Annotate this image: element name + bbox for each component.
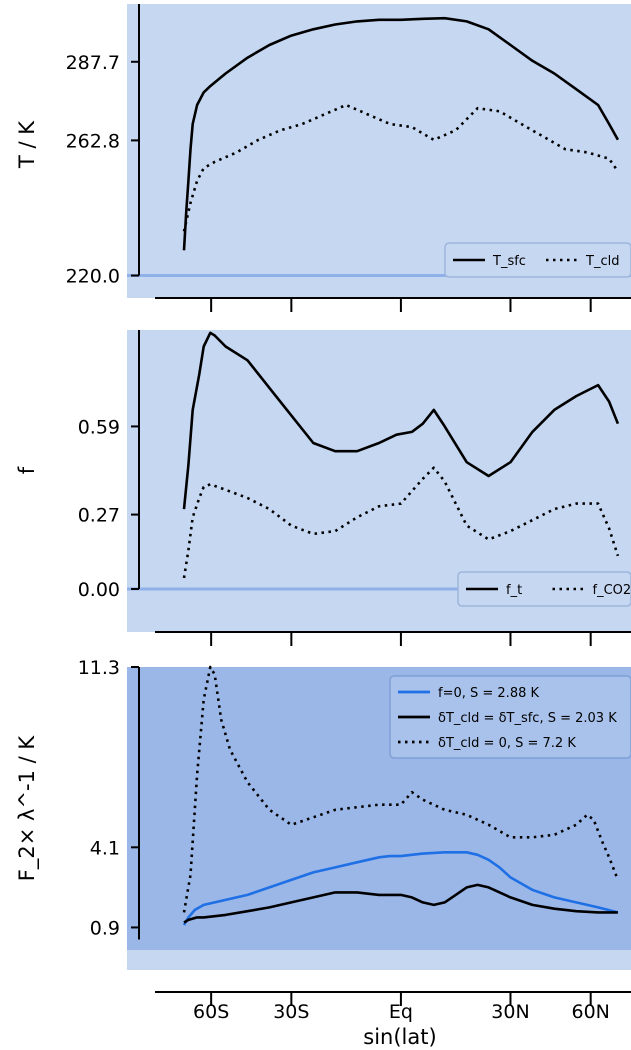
x-axis-label: sin(lat) — [363, 1025, 436, 1049]
x-tick-label: 30S — [273, 1001, 309, 1023]
legend-box — [389, 675, 631, 759]
series-line-3 — [182, 665, 620, 913]
legend-label: f_t — [506, 583, 522, 598]
y-tick-label: 11.3 — [78, 657, 120, 679]
legend-label: δT_cld = 0, S = 7.2 K — [438, 736, 576, 751]
series-line-1 — [182, 16, 620, 251]
legend-label: T_sfc — [492, 254, 526, 269]
y-tick-label: 262.8 — [66, 130, 120, 152]
series-line-1 — [182, 850, 619, 926]
legend-label: T_cld — [585, 254, 619, 269]
panel-3: 0.9 4.1 11.3 F_2× λ^-1 / K f=0, S = 2.88 K δT… — [15, 657, 631, 1006]
series-line-2 — [183, 883, 618, 924]
y-tick-label: 0.59 — [78, 416, 120, 438]
legend-box — [457, 571, 631, 607]
series-line-2 — [182, 103, 619, 232]
legend-label: f_CO2 — [593, 583, 631, 598]
series-line-2 — [182, 466, 620, 579]
y-tick-label: 0.9 — [90, 917, 120, 939]
y-axis-label: F_2× λ^-1 / K — [15, 735, 40, 882]
x-tick-label: 30N — [491, 1001, 529, 1023]
x-tick-label: 60S — [193, 1001, 229, 1023]
x-tick-label: 60N — [571, 1001, 609, 1023]
legend-label: f=0, S = 2.88 K — [438, 686, 539, 701]
y-tick-label: 4.1 — [90, 837, 120, 859]
y-tick-label: 0.00 — [78, 579, 120, 601]
y-axis-label: T / K — [15, 120, 39, 169]
panel-2: 0.00 0.27 0.59 f f_t f_CO2 — [15, 330, 631, 646]
y-axis-label: f — [15, 466, 39, 474]
y-tick-label: 220.0 — [66, 266, 120, 288]
x-tick-label: Eq — [389, 1001, 413, 1023]
panel-1: 220.0 262.8 287.7 T / K T_sfc T_cld — [15, 4, 631, 312]
series-line-1 — [182, 331, 620, 510]
y-tick-label: 0.27 — [78, 505, 120, 527]
legend-label: δT_cld = δT_sfc, S = 2.03 K — [438, 711, 617, 726]
y-tick-label: 287.7 — [66, 52, 120, 74]
legend-box — [444, 242, 631, 278]
